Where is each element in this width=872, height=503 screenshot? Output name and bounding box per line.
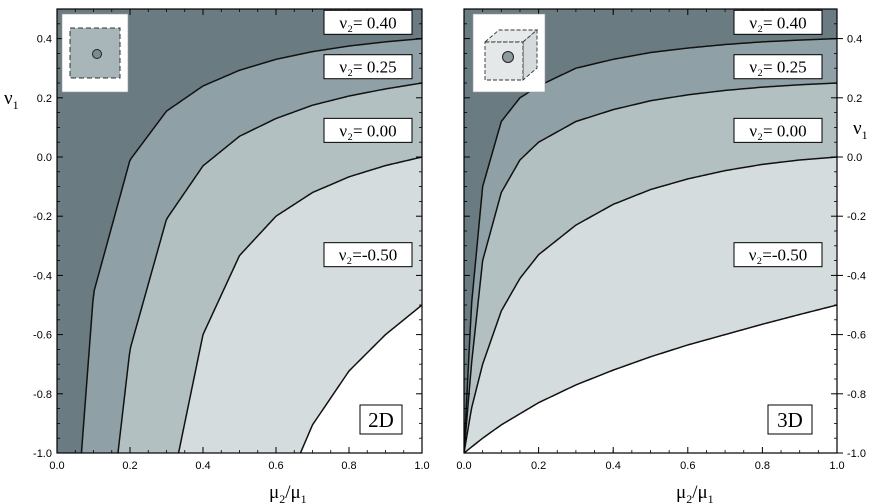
x-tick-label: 0.0 — [456, 460, 471, 472]
x-tick-label: 0.2 — [531, 460, 546, 472]
curve-label-1: ν₂= 0.25 — [323, 54, 413, 80]
panel-tag: 3D — [767, 404, 813, 435]
panel-2d: 0.0 0.2 0.4 0.6 0.8 1.0 -1.0 -0.8 -0.6 -0.4 -0.2 0.… — [4, 8, 430, 503]
y-tick-label: -0.6 — [847, 330, 866, 342]
svg-text:ν₂= 0.40: ν₂= 0.40 — [749, 13, 806, 32]
y-tick-label: -1.0 — [847, 448, 866, 460]
x-tick-label: 0.6 — [268, 460, 283, 472]
y-tick-label: -0.8 — [847, 389, 866, 401]
y-tick-label: 0.0 — [847, 152, 862, 164]
x-tick-label: 0.8 — [755, 460, 770, 472]
y-tick-label: 0.0 — [37, 152, 52, 164]
svg-text:ν₂= 0.40: ν₂= 0.40 — [339, 13, 396, 32]
curve-label-3: ν₂=-0.50 — [323, 242, 413, 268]
square-inset-icon — [61, 13, 129, 93]
curve-nu2-1 — [464, 82, 837, 453]
x-tick-label: 0.0 — [49, 460, 64, 472]
y-tick-label: 0.2 — [37, 93, 52, 105]
svg-text:ν₂= 0.00: ν₂= 0.00 — [749, 121, 806, 140]
cube-inset-icon — [472, 13, 546, 93]
y-tick-label: -0.4 — [33, 270, 52, 282]
curve-nu2-0 — [464, 37, 837, 453]
y-tick-label: -0.2 — [33, 211, 52, 223]
x-tick-label: 0.4 — [606, 460, 621, 472]
y-tick-label: -0.4 — [847, 270, 866, 282]
x-tick-label: 0.8 — [341, 460, 356, 472]
y-tick-label: -0.8 — [33, 389, 52, 401]
curve-label-0: ν₂= 0.40 — [733, 9, 823, 35]
x-tick-label: 1.0 — [829, 460, 844, 472]
y-tick-label: -0.6 — [33, 330, 52, 342]
curve-nu2-2 — [464, 156, 837, 453]
svg-text:ν₂=-0.50: ν₂=-0.50 — [339, 246, 398, 265]
curve-nu2-0 — [80, 37, 422, 453]
curve-nu2-3 — [464, 304, 837, 453]
y-tick-label: 0.4 — [847, 34, 862, 46]
x-axis-label: μ2/μ1 — [269, 482, 307, 503]
svg-text:ν₂= 0.25: ν₂= 0.25 — [749, 58, 806, 77]
y-tick-label: -0.2 — [847, 211, 866, 223]
curve-label-1: ν₂= 0.25 — [733, 54, 823, 80]
svg-text:ν₂= 0.25: ν₂= 0.25 — [339, 58, 396, 77]
y-axis-label: ν1 — [4, 88, 19, 112]
y-tick-label: -1.0 — [33, 448, 52, 460]
svg-text:3D: 3D — [777, 408, 803, 432]
region-above-curve-1 — [464, 9, 837, 453]
panel-tag: 2D — [359, 404, 403, 435]
x-tick-label: 0.4 — [195, 460, 210, 472]
curve-label-2: ν₂= 0.00 — [733, 117, 823, 143]
curve-label-3: ν₂=-0.50 — [733, 242, 823, 268]
region-above-curve-0 — [57, 9, 422, 453]
x-tick-label: 1.0 — [414, 460, 429, 472]
y-axis-label: ν1 — [853, 118, 868, 142]
curve-nu2-3 — [299, 304, 422, 453]
curve-label-2: ν₂= 0.00 — [323, 117, 413, 143]
svg-text:2D: 2D — [368, 408, 394, 432]
y-tick-label: 0.2 — [847, 93, 862, 105]
svg-text:ν₂=-0.50: ν₂=-0.50 — [749, 246, 808, 265]
x-axis-label: μ2/μ1 — [676, 482, 714, 503]
y-tick-label: 0.4 — [37, 34, 52, 46]
x-tick-label: 0.6 — [680, 460, 695, 472]
x-tick-label: 0.2 — [122, 460, 137, 472]
svg-text:ν₂= 0.00: ν₂= 0.00 — [339, 121, 396, 140]
panel-3d: 0.0 0.2 0.4 0.6 0.8 1.0-1.0 -0.8 -0.6 -0.4 -0.2 0.… — [456, 8, 868, 503]
curve-nu2-1 — [117, 82, 422, 453]
curve-nu2-2 — [177, 156, 422, 453]
curve-label-0: ν₂= 0.40 — [323, 9, 413, 35]
